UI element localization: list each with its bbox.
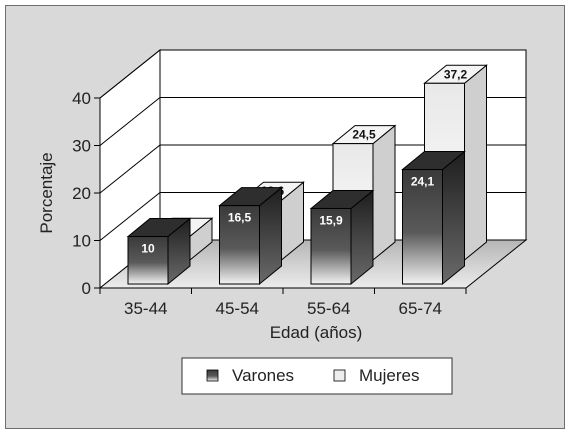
bar-varones-0-label: 10	[141, 242, 155, 256]
gridline	[99, 144, 526, 194]
x-tick-label: 65-74	[399, 299, 442, 318]
legend-label-varones: Varones	[232, 366, 294, 385]
y-tick-label: 10	[72, 232, 91, 251]
bar-varones-2-front	[310, 207, 352, 285]
bar-mujeres-2-label: 24,5	[352, 128, 376, 142]
y-tick-label: 20	[72, 184, 91, 203]
bar-mujeres-3-side	[464, 64, 487, 262]
x-axis-title: Edad (años)	[270, 323, 363, 342]
legend-label-mujeres: Mujeres	[359, 366, 419, 385]
varones-bars: 10 16,5 15,9 24,1	[126, 150, 466, 286]
bar-varones-1-label: 16,5	[228, 211, 252, 225]
legend-box	[181, 357, 453, 395]
bar-varones-3-side	[442, 150, 465, 286]
bar-mujeres-3-label: 37,2	[444, 67, 468, 81]
bar-varones-2-label: 15,9	[319, 213, 343, 227]
y-tick-label: 40	[72, 89, 91, 108]
x-tick-label: 55-64	[307, 299, 350, 318]
gridline	[99, 97, 526, 146]
bar-varones-3: 24,1	[401, 150, 466, 286]
y-axis-title: Porcentaje	[37, 152, 56, 233]
gridline	[99, 49, 526, 99]
gridlines	[99, 49, 526, 241]
axes	[94, 97, 467, 294]
bar-mujeres-2-side	[372, 124, 396, 262]
bar-varones-0: 10	[126, 217, 192, 286]
x-tick-label: 45-54	[216, 299, 259, 318]
y-tick-label: 0	[82, 279, 91, 298]
bar-varones-1: 16,5	[218, 186, 283, 286]
legend: Varones Mujeres	[181, 357, 453, 395]
bar-varones-0-front	[127, 236, 169, 285]
bar-varones-3-label: 24,1	[411, 175, 435, 189]
legend-swatch-mujeres	[333, 369, 346, 382]
x-tick-labels: 35-44 45-54 55-64 65-74	[124, 299, 442, 318]
legend-swatch-varones	[206, 369, 219, 382]
y-tick-labels: 0 10 20 30 40	[72, 89, 91, 298]
x-tick-label: 35-44	[124, 299, 167, 318]
y-tick-label: 30	[72, 137, 91, 156]
bar-varones-2: 15,9	[309, 189, 375, 286]
bar-varones-1-front	[219, 205, 260, 285]
bar-varones-3-front	[402, 169, 443, 285]
